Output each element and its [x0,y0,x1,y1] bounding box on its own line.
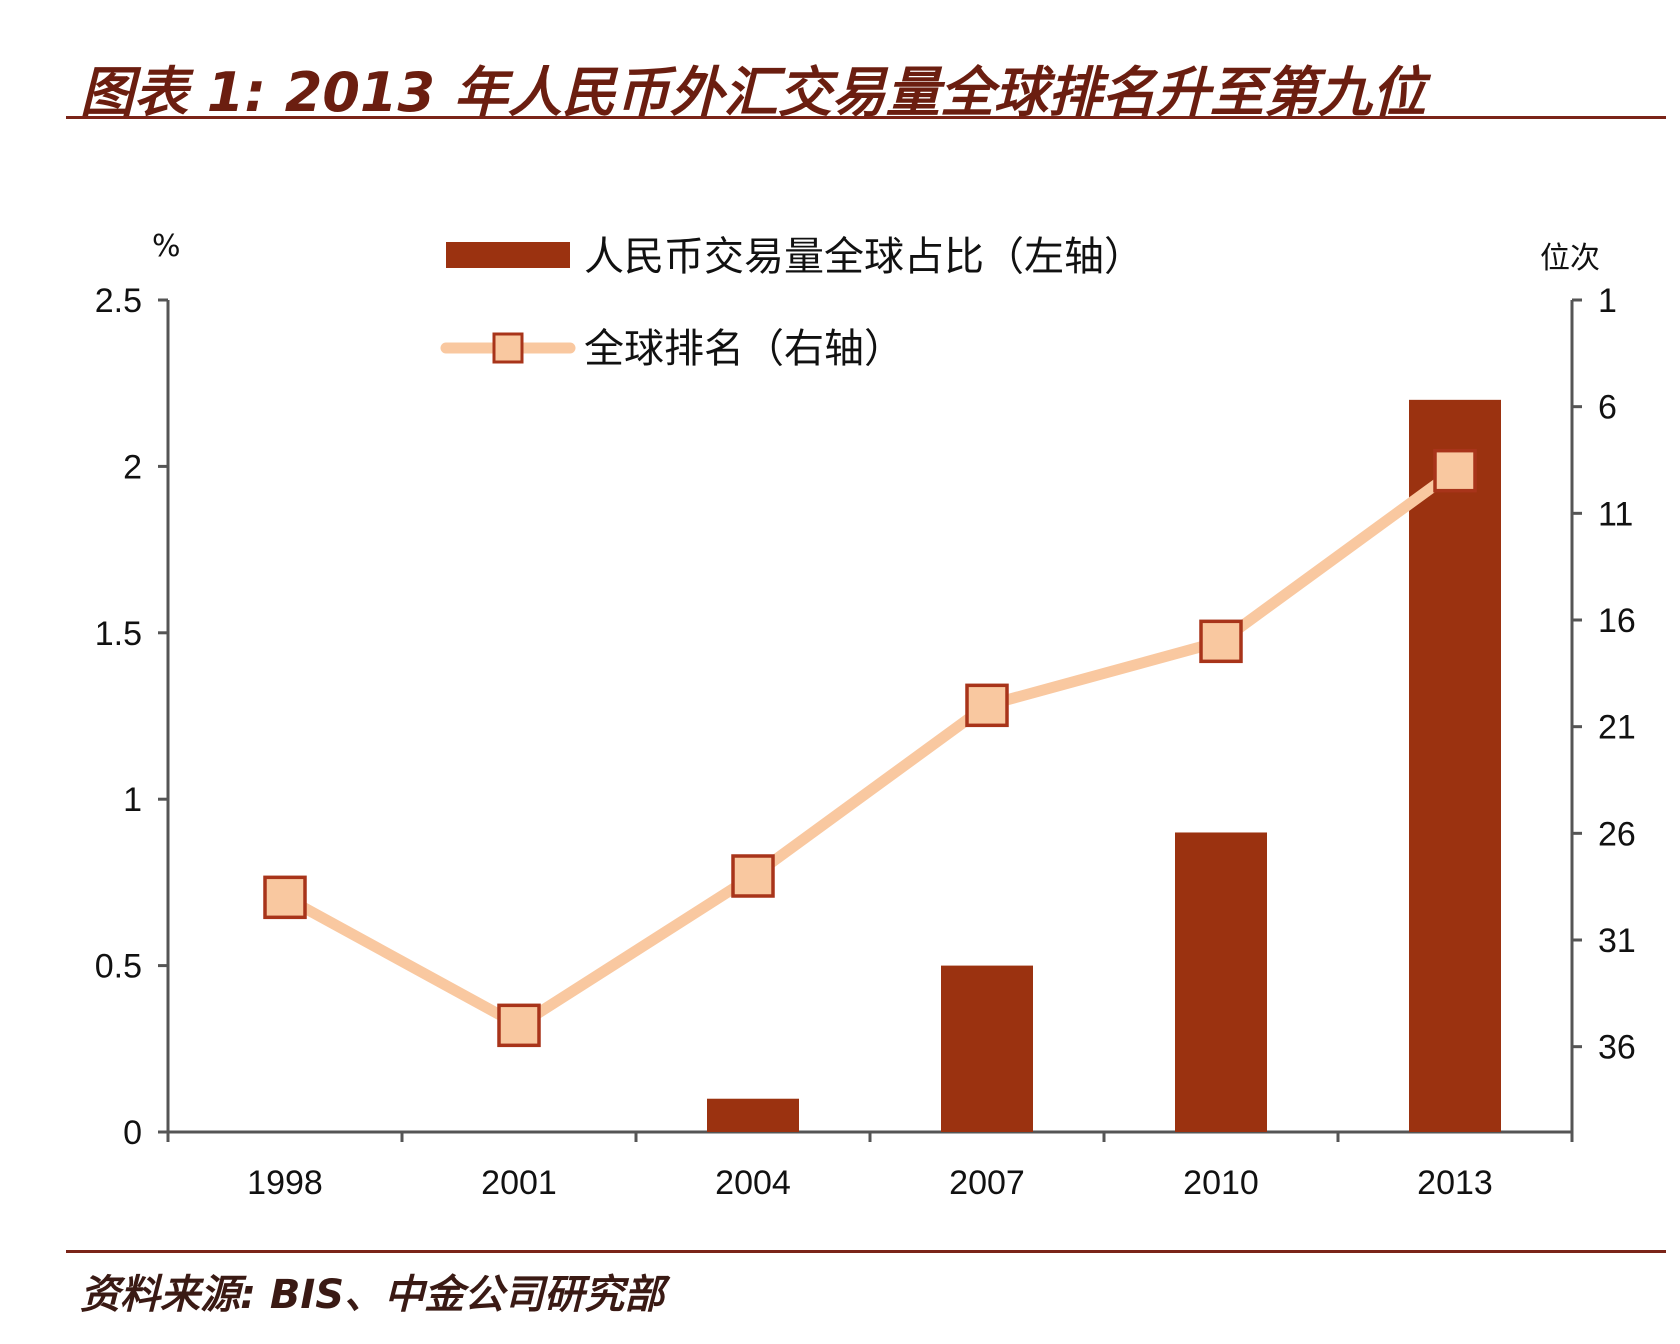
x-tick-label: 2010 [1183,1164,1259,1202]
rank-marker-2004 [731,854,775,898]
left-tick-label: 1 [123,781,142,819]
right-axis-unit: 位次 [1540,241,1600,276]
x-tick-label: 1998 [247,1164,323,1202]
legend-bar-label: 人民币交易量全球占比（左轴） [584,234,1144,280]
bar-2013 [1409,399,1501,1133]
left-tick-label: 2 [123,448,142,486]
rank-marker-2007 [965,683,1009,728]
left-axis-unit: % [152,229,181,264]
chart-title: 图表 1: 2013 年人民币外汇交易量全球排名升至第九位 [80,61,1426,124]
right-tick-label: 31 [1598,922,1636,960]
rank-line-path [282,466,1459,1031]
legend-bar-swatch [446,242,570,268]
rank-line [263,448,1477,1048]
legend-marker-swatch [492,332,524,364]
right-tick-label: 6 [1598,389,1617,427]
bar-2004 [707,1098,799,1132]
right-tick-label: 21 [1598,709,1636,747]
left-tick-label: 1.5 [95,615,142,653]
right-tick-label: 1 [1598,282,1617,320]
x-tick-label: 2004 [715,1164,791,1202]
bars [707,399,1501,1133]
legend: 人民币交易量全球占比（左轴） 全球排名（右轴） [440,234,1144,372]
legend-line-label: 全球排名（右轴） [584,326,904,372]
x-tick-label: 2001 [481,1164,557,1202]
footer-rule [66,1250,1666,1253]
x-tick-label: 2007 [949,1164,1025,1202]
rank-marker-2001 [497,1003,541,1048]
right-tick-label: 11 [1598,495,1633,533]
right-tick-label: 16 [1598,602,1636,640]
left-tick-label: 2.5 [95,282,142,320]
rank-marker-2010 [1199,619,1243,664]
rank-marker-2013 [1433,448,1477,493]
rank-marker-1998 [263,875,307,920]
bar-2010 [1175,832,1267,1132]
left-tick-label: 0.5 [95,948,142,986]
right-tick-label: 26 [1598,815,1636,853]
right-tick-label: 36 [1598,1029,1636,1067]
x-tick-label: 2013 [1417,1164,1493,1202]
left-tick-label: 0 [123,1114,142,1152]
bar-2007 [941,965,1033,1132]
source-note: 资料来源: BIS、中金公司研究部 [80,1272,665,1318]
title-rule [66,116,1666,119]
